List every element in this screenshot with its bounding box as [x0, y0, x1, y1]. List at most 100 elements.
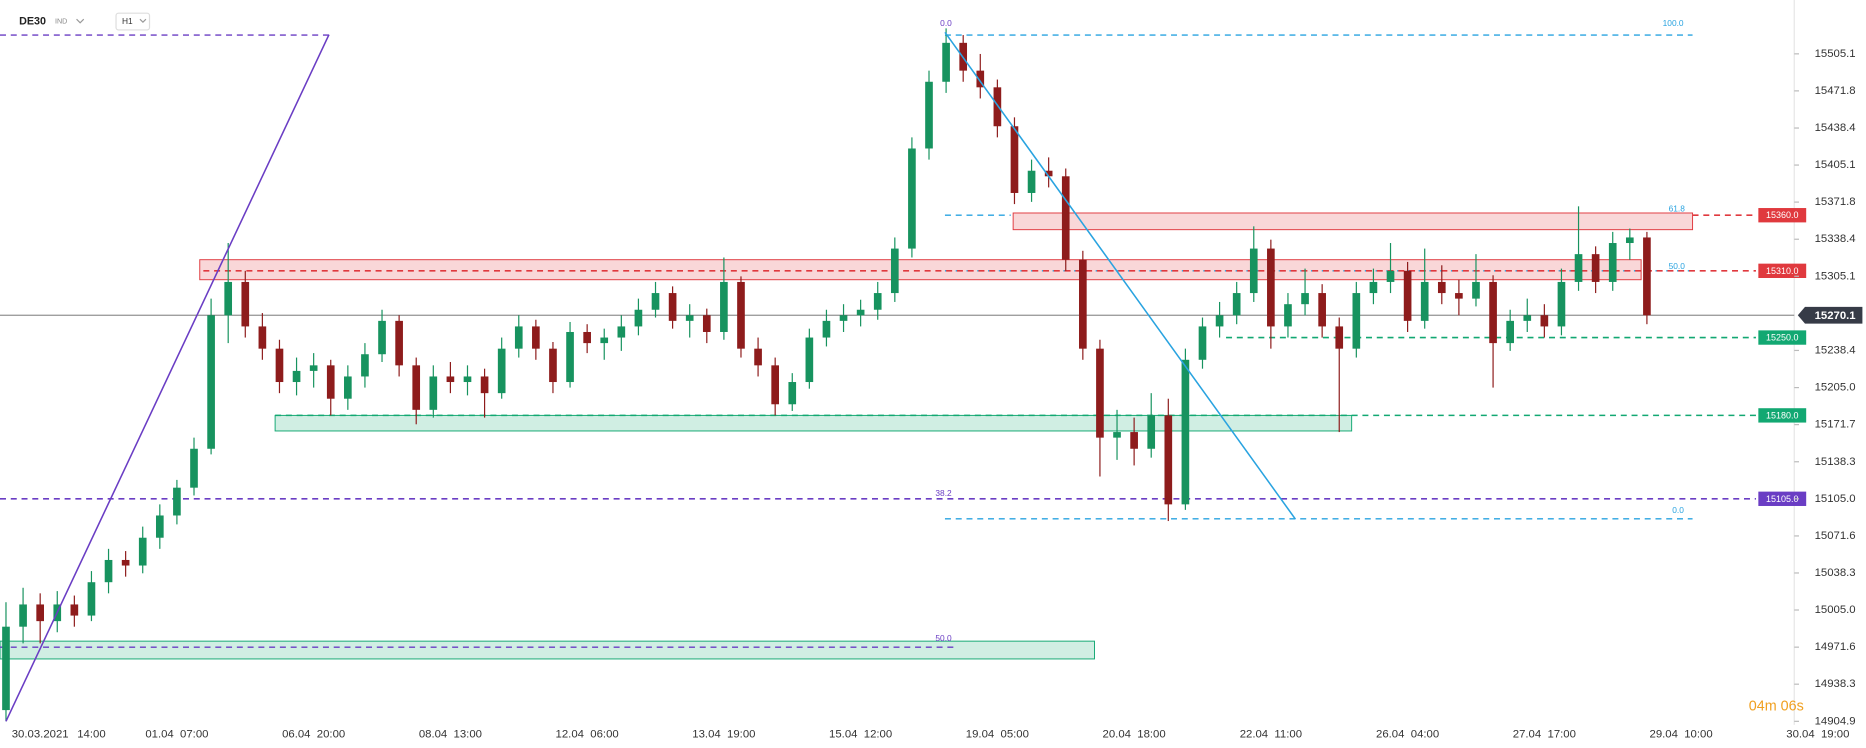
candle-body: [1027, 170, 1036, 193]
level-tag: [1758, 263, 1807, 278]
y-tick-label: 15471.8: [1815, 85, 1856, 97]
candle-body: [617, 326, 626, 338]
x-tick-label: 12.04 06:00: [556, 728, 619, 740]
candle-body: [1198, 326, 1207, 360]
candle-body: [805, 337, 814, 383]
candle-body: [976, 70, 985, 88]
candle-body: [1318, 293, 1326, 327]
candle-body: [925, 81, 933, 149]
x-tick-label: 29.04 10:00: [1650, 728, 1713, 740]
candle-body: [908, 148, 916, 249]
level-label: 15105.0: [1766, 494, 1798, 504]
fib-label: 50.0: [1669, 261, 1686, 271]
y-tick-label: 15338.4: [1815, 233, 1856, 245]
candle-body: [275, 348, 284, 383]
candle-body: [104, 559, 113, 583]
level-label: 15310.0: [1766, 266, 1798, 276]
candle-body: [1455, 293, 1463, 299]
x-tick-label: 14:00: [77, 728, 105, 740]
candle-body: [1352, 293, 1361, 349]
level-label: 15180.0: [1766, 410, 1798, 420]
timeframe[interactable]: H1: [122, 16, 133, 26]
candle-body: [463, 376, 472, 383]
fib-label: 61.8: [1669, 204, 1686, 214]
candle-body: [1061, 176, 1070, 260]
level-tag: [1758, 491, 1807, 506]
candle-body: [19, 604, 27, 627]
x-tick-label: 30.04 19:00: [1786, 728, 1849, 740]
candle-body: [1557, 281, 1566, 327]
candle-body: [1096, 348, 1104, 438]
candle-body: [1506, 320, 1514, 344]
x-tick-label: 19.04 05:00: [966, 728, 1029, 740]
candle-body: [1113, 432, 1121, 438]
y-tick-label: 15005.0: [1815, 604, 1856, 616]
zone: [274, 414, 1353, 432]
level-label: 15250.0: [1766, 333, 1798, 343]
candle-body: [668, 293, 677, 321]
candle-body: [514, 326, 523, 349]
candle-body: [1369, 281, 1378, 294]
candle-body: [1523, 315, 1532, 321]
x-tick-label: 30.03.2021: [12, 728, 69, 740]
candle-body: [1574, 254, 1583, 282]
zone: [199, 259, 1642, 281]
candle-body: [532, 326, 540, 349]
y-tick-label: 15205.0: [1815, 382, 1856, 394]
market: IND: [55, 17, 67, 25]
candle-body: [754, 348, 762, 366]
x-tick-label: 15.04 12:00: [829, 728, 892, 740]
candle-body: [1420, 281, 1429, 321]
candle-body: [1335, 326, 1344, 349]
candle-body: [566, 331, 574, 383]
candle-body: [378, 320, 386, 355]
symbol[interactable]: DE30: [19, 15, 46, 27]
y-tick-label: 14938.3: [1815, 678, 1856, 690]
y-tick-label: 15438.4: [1815, 122, 1856, 134]
fib-label: 50.0: [935, 633, 952, 643]
candle-body: [480, 376, 489, 394]
zone: [0, 640, 1095, 660]
candle-body: [1591, 254, 1600, 282]
candle-body: [822, 320, 831, 338]
candle-body: [155, 515, 164, 538]
candle-body: [326, 365, 335, 399]
x-tick-label: 20.04 18:00: [1103, 728, 1166, 740]
candle-body: [344, 376, 352, 399]
y-tick-label: 15238.4: [1815, 344, 1856, 356]
trend-line: [5, 34, 330, 722]
fib-label: 0.0: [1672, 505, 1684, 515]
candle-body: [190, 448, 198, 488]
candle-body: [1472, 281, 1480, 299]
candle-body: [224, 281, 233, 316]
dropdown-icon[interactable]: [139, 18, 147, 23]
y-tick-label: 15105.0: [1815, 493, 1856, 505]
candle-body: [720, 281, 728, 332]
y-tick-label: 14904.9: [1815, 715, 1856, 727]
candle-body: [1164, 415, 1173, 505]
candle-body: [702, 315, 711, 332]
candle-body: [993, 87, 1002, 127]
candle-body: [583, 331, 591, 344]
candle-body: [258, 326, 267, 349]
candle-body: [1130, 432, 1138, 449]
timeframe-button[interactable]: [115, 12, 151, 31]
candle-body: [173, 487, 181, 516]
level-label: 15360.0: [1766, 210, 1798, 220]
candle-body: [600, 337, 609, 344]
candle-body: [1215, 315, 1224, 327]
x-tick-label: 01.04 07:00: [145, 728, 208, 740]
candle-body: [1232, 293, 1241, 316]
y-tick-label: 15138.3: [1815, 456, 1856, 468]
y-tick-label: 15505.1: [1815, 48, 1856, 60]
dropdown-icon[interactable]: [76, 18, 85, 24]
fib-label: 100.0: [1663, 18, 1684, 28]
candle-body: [1249, 248, 1258, 294]
candle-body: [1301, 293, 1309, 305]
candle-body: [737, 281, 745, 349]
candle-body: [1403, 270, 1412, 321]
candle-body: [1010, 126, 1019, 193]
candle-body: [685, 315, 694, 321]
